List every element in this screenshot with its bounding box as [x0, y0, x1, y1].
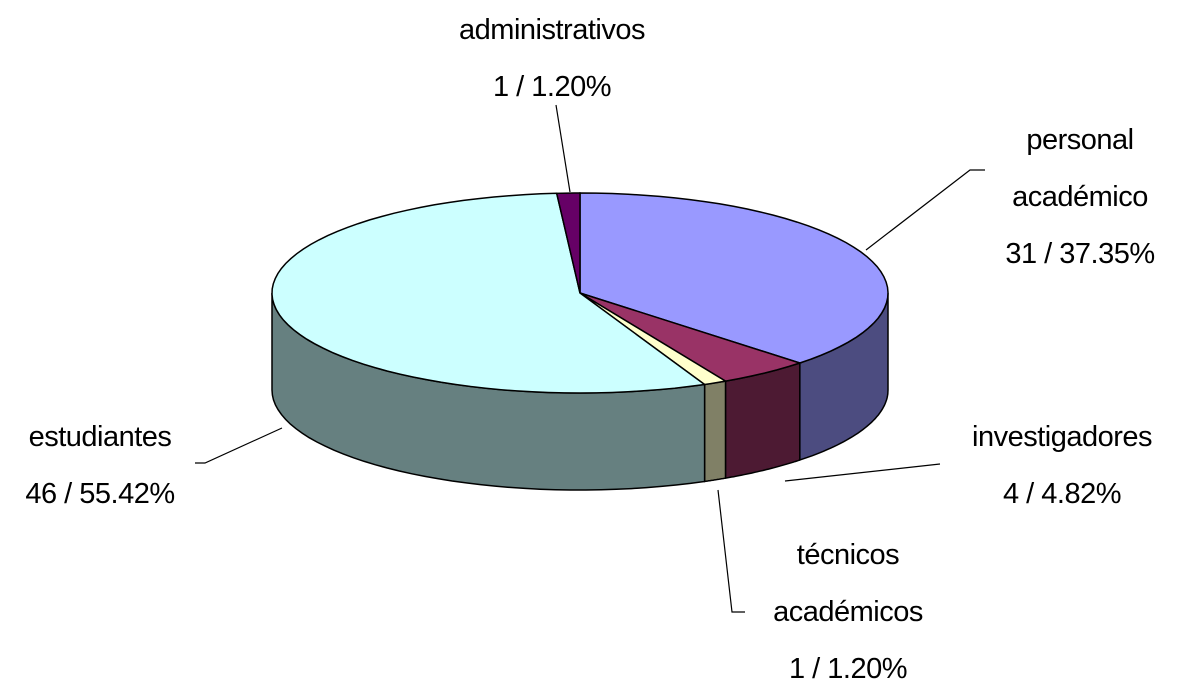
leader-line — [784, 463, 941, 482]
leader-line — [555, 104, 571, 193]
category-label: administrativos — [459, 14, 645, 46]
label-block: investigadores 4 / 4.82% — [942, 409, 1182, 523]
pie — [271, 192, 889, 491]
value-label: 4 / 4.82% — [1002, 478, 1122, 510]
pie-tops — [271, 192, 889, 394]
leader-line — [195, 427, 283, 464]
pie-svg — [195, 104, 985, 613]
pie-slice-side — [703, 380, 727, 483]
category-label: personal académico — [1012, 124, 1148, 213]
pie-slice — [579, 292, 803, 382]
pie-slice — [555, 192, 581, 294]
leader-line — [865, 169, 985, 251]
pie-slice-side — [724, 361, 801, 479]
value-label: 1 / 1.20% — [788, 653, 908, 685]
label-block: administrativos 1 / 1.20% — [422, 2, 682, 116]
category-label: estudiantes — [28, 421, 172, 453]
chart: personal académico 31 / 37.35% investiga… — [0, 2, 1182, 685]
value-label: 46 / 55.42% — [25, 478, 175, 510]
category-label: investigadores — [972, 421, 1153, 453]
label-block: técnicos académicos 1 / 1.20% — [748, 527, 948, 698]
pie-slice — [271, 192, 707, 394]
leader-line — [717, 489, 745, 613]
value-label: 31 / 37.35% — [1005, 238, 1155, 270]
pie-slice — [579, 192, 889, 364]
label-block: personal académico 31 / 37.35% — [990, 112, 1170, 283]
value-label: 1 / 1.20% — [492, 71, 612, 103]
leader-lines — [195, 104, 985, 613]
category-label: técnicos académicos — [773, 539, 923, 628]
label-block: estudiantes 46 / 55.42% — [0, 409, 200, 523]
